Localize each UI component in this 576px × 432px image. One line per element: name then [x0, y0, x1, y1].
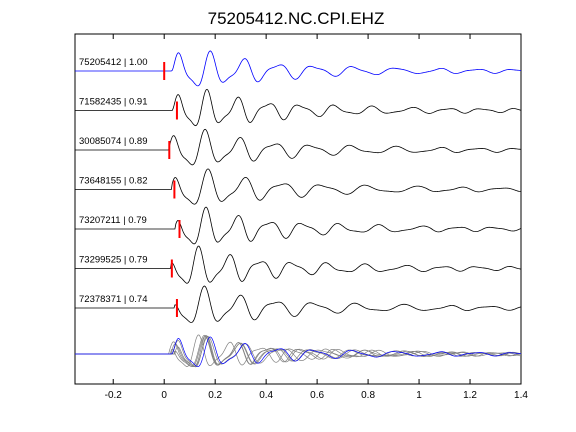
trace-label: 72378371 | 0.74 [79, 294, 148, 305]
trace-label: 73207211 | 0.79 [79, 215, 147, 226]
trace-waveform [75, 88, 522, 127]
plot-frame [74, 33, 522, 385]
stack-waveform [75, 336, 522, 367]
x-tick-label: 0.8 [361, 390, 375, 401]
trace-label: 75205412 | 1.00 [79, 57, 148, 68]
x-tick-label: 1 [416, 390, 422, 401]
traces-layer [75, 50, 522, 323]
trace-label: 71582435 | 0.91 [79, 97, 148, 108]
x-tick-label: -0.2 [105, 390, 123, 401]
trace-waveform [75, 50, 522, 87]
trace-label: 73648155 | 0.82 [79, 176, 148, 187]
chart-title: 75205412.NC.CPI.EHZ [208, 9, 385, 28]
x-tick-label: 0.6 [310, 390, 324, 401]
stack-waveform [75, 334, 522, 367]
x-tick-label: 0 [161, 390, 167, 401]
trace-label: 30085074 | 0.89 [79, 136, 148, 147]
x-axis-ticks: -0.2 0 0.2 0.4 0.6 0.8 1 1.2 1.4 [105, 34, 528, 401]
x-tick-label: 1.4 [514, 390, 528, 401]
stack-waveform [75, 336, 522, 367]
trace-waveform [75, 245, 522, 284]
x-tick-label: 0.4 [259, 390, 273, 401]
trace-waveform [75, 168, 522, 205]
stack-waveform [75, 334, 522, 367]
stack-waveform [75, 335, 522, 368]
stacked-overlay [75, 334, 522, 368]
trace-label: 73299525 | 0.79 [79, 255, 148, 266]
trace-waveform [75, 285, 522, 323]
trace-labels: 75205412 | 1.00 71582435 | 0.91 30085074 |… [79, 57, 148, 305]
stack-waveform [75, 334, 522, 367]
trace-waveform [75, 128, 522, 166]
x-tick-label: 0.2 [208, 390, 222, 401]
stack-waveform [75, 336, 522, 367]
x-tick-label: 1.2 [463, 390, 477, 401]
trace-waveform [75, 206, 522, 245]
